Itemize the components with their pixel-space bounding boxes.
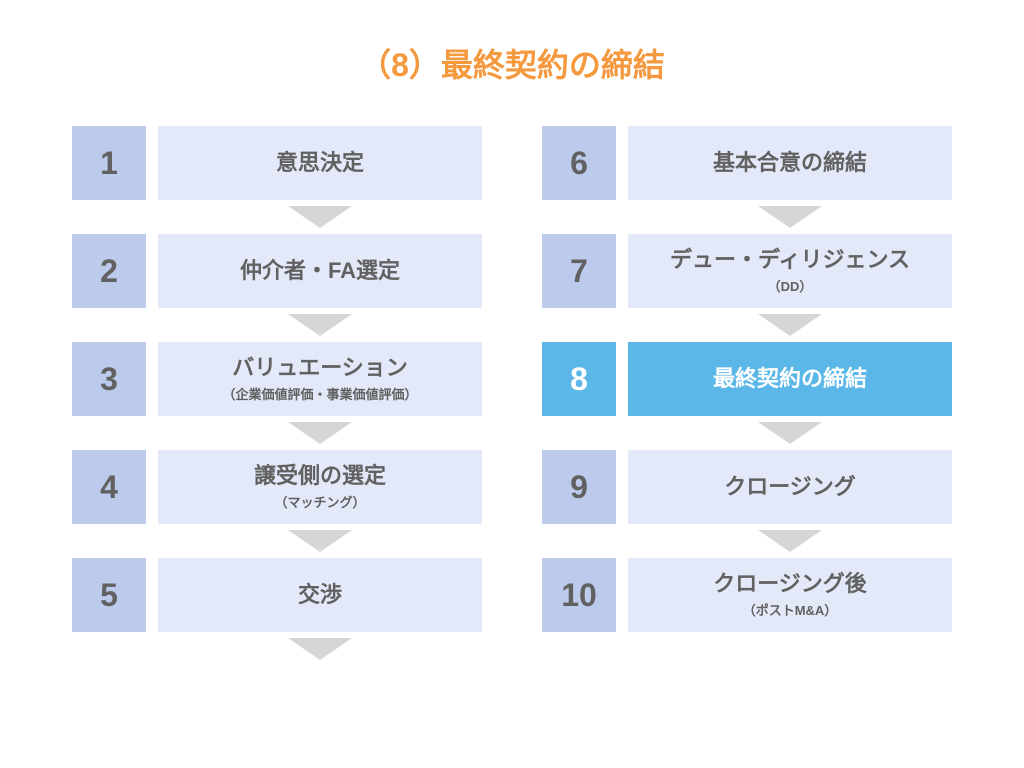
step-10: 10 クロージング後 （ポストM&A） (542, 558, 952, 632)
chevron-down-icon (758, 314, 822, 336)
step-arrow-after-3 (72, 416, 482, 450)
step-label-1: 意思決定 (158, 126, 482, 200)
step-label-sub-10: （ポストM&A） (743, 600, 838, 619)
step-8: 8 最終契約の締結 (542, 342, 952, 416)
chevron-down-icon (288, 422, 352, 444)
step-6: 6 基本合意の締結 (542, 126, 952, 200)
step-number-9: 9 (542, 450, 616, 524)
step-5: 5 交渉 (72, 558, 482, 632)
step-arrow-after-1 (72, 200, 482, 234)
step-3: 3 バリュエーション （企業価値評価・事業価値評価） (72, 342, 482, 416)
flowchart-column-1: 1意思決定2仲介者・FA選定3バリュエーション（企業価値評価・事業価値評価）4譲… (72, 126, 482, 666)
step-label-main-4: 譲受側の選定 (254, 463, 386, 489)
flowchart-column-2: 6 基本合意の締結 7 デュー・ディリジェンス （DD） 8 最終契約の締結 9 クロージング 1… (542, 126, 952, 666)
step-9: 9 クロージング (542, 450, 952, 524)
step-number-7: 7 (542, 234, 616, 308)
step-label-6: 基本合意の締結 (628, 126, 952, 200)
step-label-2: 仲介者・FA選定 (158, 234, 482, 308)
chevron-down-icon (288, 206, 352, 228)
step-label-main-8: 最終契約の締結 (713, 366, 867, 392)
step-label-main-5: 交渉 (298, 582, 342, 608)
chevron-down-icon (758, 422, 822, 444)
step-arrow-after-5 (72, 632, 482, 666)
page-title: （8）最終契約の締結 (70, 40, 954, 86)
step-label-3: バリュエーション （企業価値評価・事業価値評価） (158, 342, 482, 416)
chevron-down-icon (288, 314, 352, 336)
step-4: 4 譲受側の選定 （マッチング） (72, 450, 482, 524)
step-label-8: 最終契約の締結 (628, 342, 952, 416)
chevron-down-icon (288, 530, 352, 552)
step-label-sub-3: （企業価値評価・事業価値評価） (222, 384, 417, 403)
step-label-9: クロージング (628, 450, 952, 524)
step-1: 1 意思決定 (72, 126, 482, 200)
step-number-8: 8 (542, 342, 616, 416)
step-arrow-after-8 (542, 416, 952, 450)
chevron-down-icon (758, 206, 822, 228)
step-label-7: デュー・ディリジェンス （DD） (628, 234, 952, 308)
step-arrow-after-7 (542, 308, 952, 342)
step-label-4: 譲受側の選定 （マッチング） (158, 450, 482, 524)
step-number-6: 6 (542, 126, 616, 200)
step-number-3: 3 (72, 342, 146, 416)
step-label-main-1: 意思決定 (276, 150, 364, 176)
step-arrow-after-2 (72, 308, 482, 342)
step-label-5: 交渉 (158, 558, 482, 632)
flowchart-columns: 1意思決定2仲介者・FA選定3バリュエーション（企業価値評価・事業価値評価）4譲… (70, 126, 954, 666)
step-label-main-9: クロージング (724, 474, 856, 500)
step-number-5: 5 (72, 558, 146, 632)
step-arrow-after-6 (542, 200, 952, 234)
chevron-down-icon (758, 530, 822, 552)
step-7: 7 デュー・ディリジェンス （DD） (542, 234, 952, 308)
step-label-main-3: バリュエーション (232, 355, 408, 381)
step-label-main-7: デュー・ディリジェンス (670, 247, 910, 273)
step-label-main-10: クロージング後 (713, 571, 867, 597)
step-label-sub-4: （マッチング） (274, 492, 365, 511)
step-label-sub-7: （DD） (768, 276, 813, 295)
step-label-main-6: 基本合意の締結 (713, 150, 867, 176)
step-number-10: 10 (542, 558, 616, 632)
step-2: 2 仲介者・FA選定 (72, 234, 482, 308)
step-label-10: クロージング後 （ポストM&A） (628, 558, 952, 632)
step-label-main-2: 仲介者・FA選定 (240, 258, 400, 284)
step-number-4: 4 (72, 450, 146, 524)
chevron-down-icon (288, 638, 352, 660)
step-arrow-after-4 (72, 524, 482, 558)
step-arrow-after-9 (542, 524, 952, 558)
step-number-1: 1 (72, 126, 146, 200)
step-number-2: 2 (72, 234, 146, 308)
